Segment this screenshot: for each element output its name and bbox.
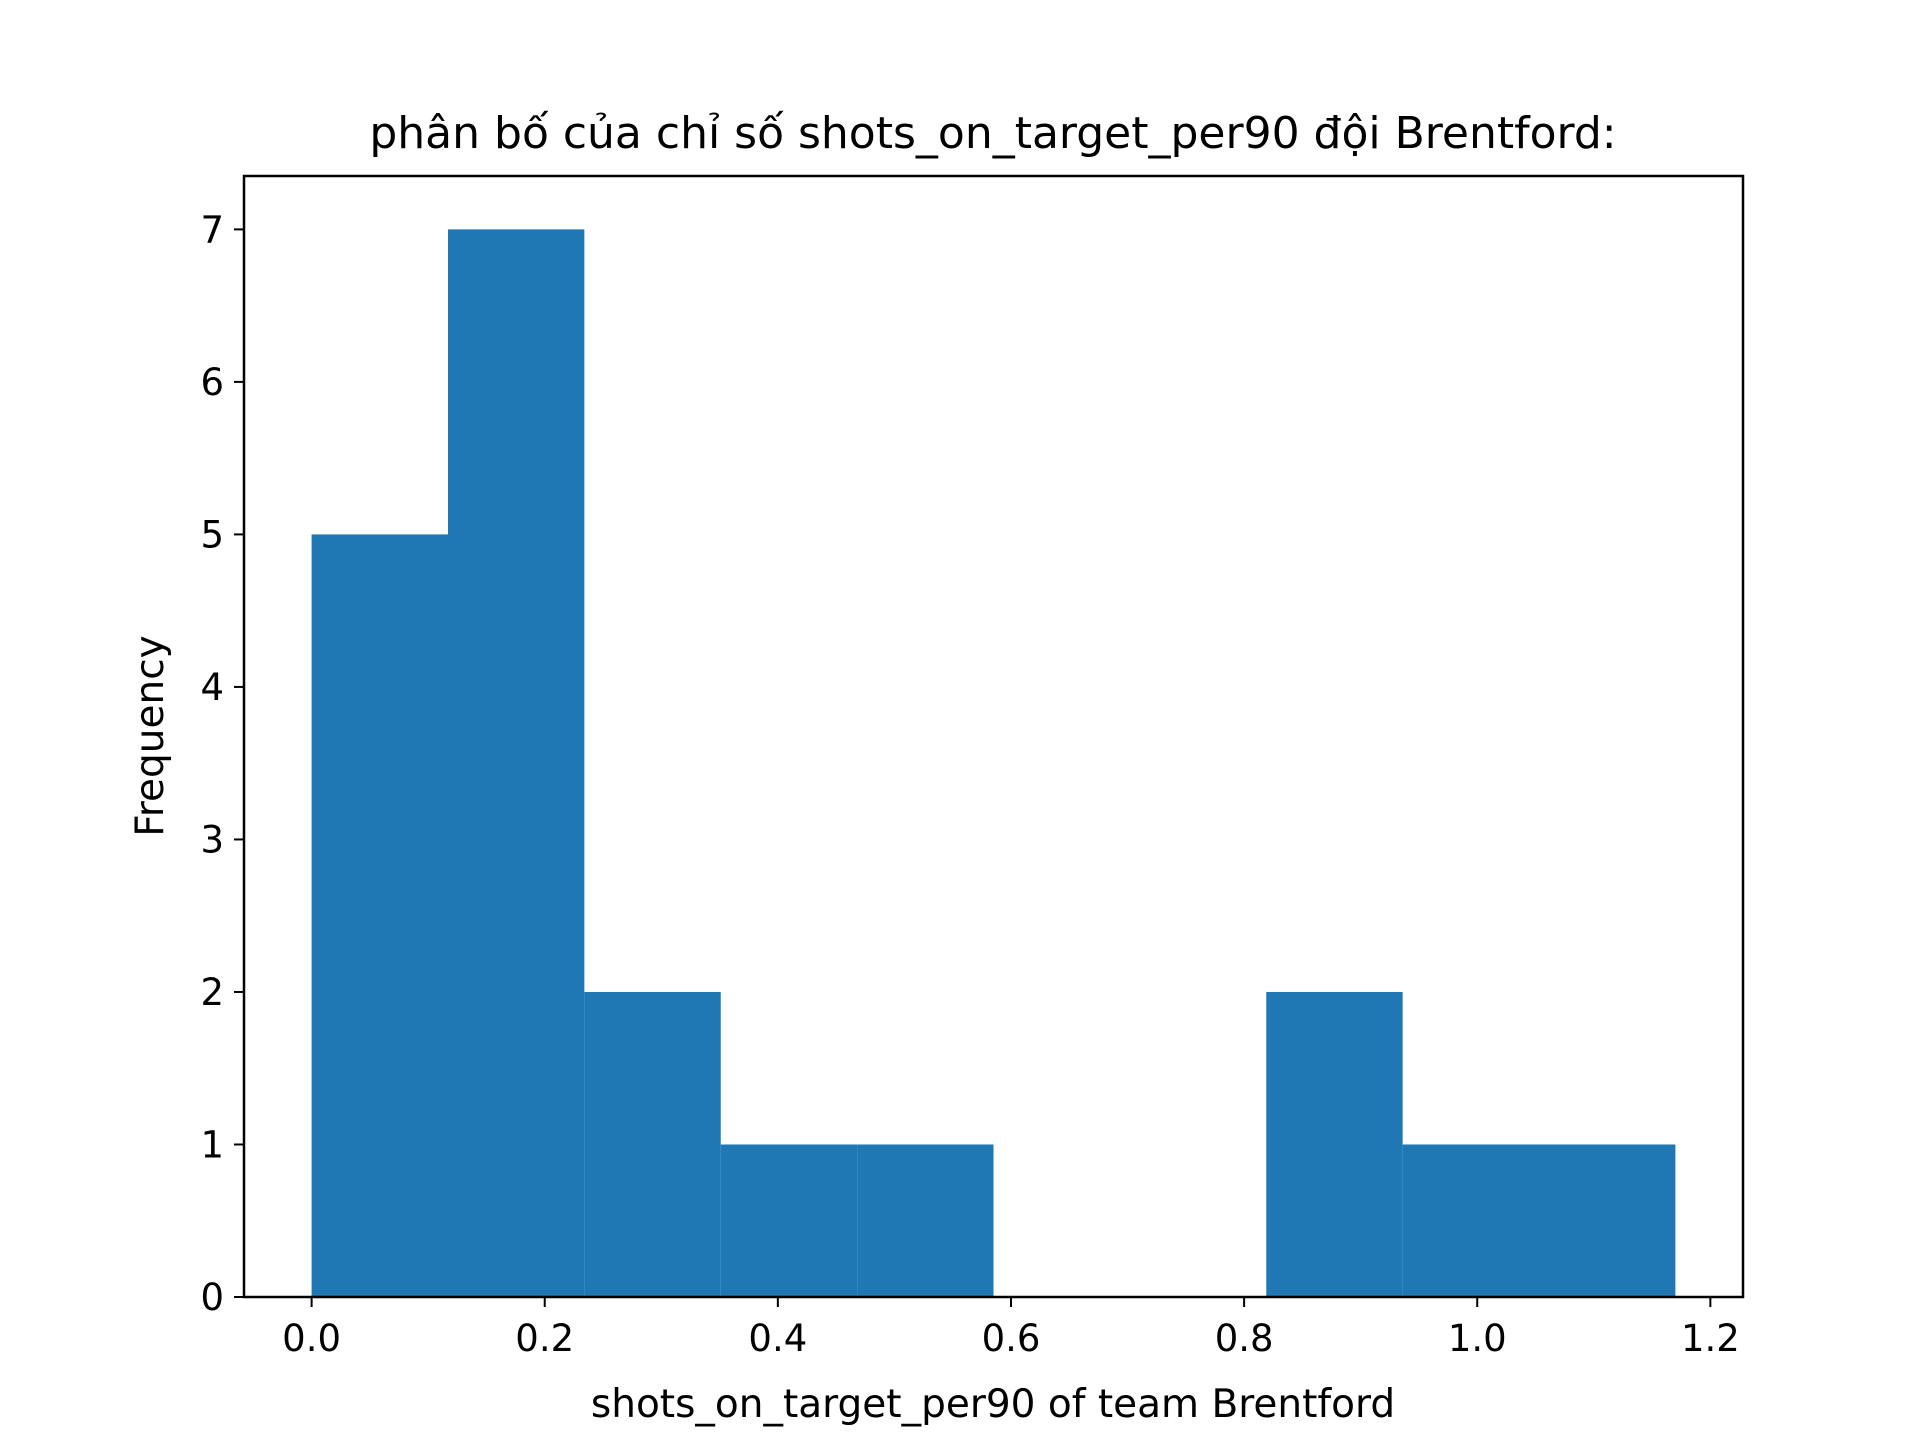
y-tick-label: 0 xyxy=(200,1276,224,1319)
histogram-bar-9 xyxy=(1539,1144,1676,1297)
y-tick-label: 6 xyxy=(200,361,224,404)
x-tick-label: 0.6 xyxy=(982,1317,1041,1360)
histogram-bar-2 xyxy=(584,991,721,1297)
x-axis-ticks: 0.0 0.2 0.4 0.6 0.8 1.0 1.2 xyxy=(282,1297,1740,1360)
histogram-bar-4 xyxy=(857,1144,994,1297)
x-tick-label: 1.2 xyxy=(1681,1317,1740,1360)
histogram-bar-3 xyxy=(720,1144,858,1297)
y-tick-label: 1 xyxy=(200,1123,224,1166)
histogram-bar-0 xyxy=(311,534,448,1297)
y-axis-ticks: 0 1 2 3 4 5 6 7 xyxy=(200,208,244,1319)
histogram-bar-1 xyxy=(447,229,585,1297)
x-tick-label: 0.0 xyxy=(282,1317,341,1360)
y-tick-label: 7 xyxy=(200,208,224,251)
y-tick-label: 2 xyxy=(200,971,224,1014)
plot-frame xyxy=(242,174,1745,1299)
y-tick-label: 5 xyxy=(200,513,224,556)
x-tick-label: 0.2 xyxy=(515,1317,574,1360)
y-tick-label: 3 xyxy=(200,818,224,861)
y-tick-label: 4 xyxy=(200,666,224,709)
bars-group xyxy=(311,229,1676,1297)
histogram-bar-7 xyxy=(1266,991,1403,1297)
histogram-bar-8 xyxy=(1402,1144,1540,1297)
x-tick-label: 0.4 xyxy=(748,1317,807,1360)
x-tick-label: 1.0 xyxy=(1448,1317,1507,1360)
x-tick-label: 0.8 xyxy=(1215,1317,1274,1360)
chart-title: phân bố của chỉ số shots_on_target_per90… xyxy=(369,108,1616,159)
y-axis-label: Frequency xyxy=(128,635,173,836)
x-axis-label: shots_on_target_per90 of team Brentford xyxy=(591,1382,1395,1427)
